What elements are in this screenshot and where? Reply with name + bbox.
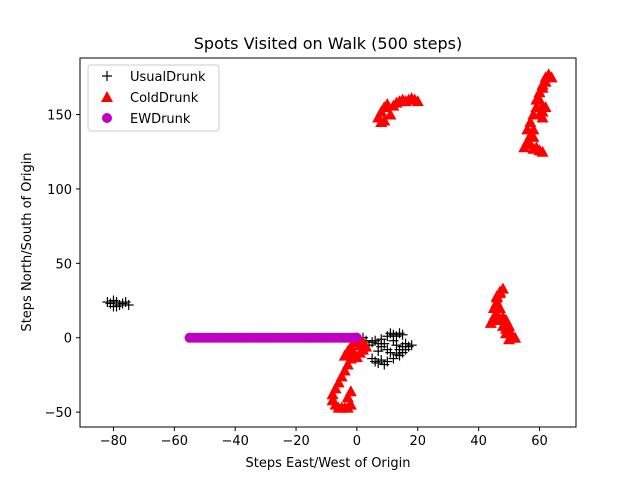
data-point <box>536 145 549 157</box>
data-point <box>341 391 354 403</box>
y-tick-label: 0 <box>64 332 72 347</box>
data-point <box>518 141 531 153</box>
x-tick-label: 60 <box>531 434 548 449</box>
y-tick-label: −50 <box>45 406 72 421</box>
x-tick-label: −60 <box>161 434 188 449</box>
x-tick-label: 20 <box>409 434 426 449</box>
x-tick-label: −40 <box>221 434 248 449</box>
legend-marker <box>101 91 113 102</box>
data-point <box>490 307 503 319</box>
y-axis-label: Steps North/South of Origin <box>20 152 35 331</box>
data-point <box>111 297 122 308</box>
data-point <box>527 123 540 135</box>
data-point <box>503 319 516 331</box>
plot-frame <box>79 57 577 428</box>
data-point <box>397 341 408 352</box>
legend-marker <box>102 113 112 123</box>
data-point <box>123 299 134 310</box>
legend-box <box>87 64 220 132</box>
y-tick-label: 50 <box>55 257 72 272</box>
data-point <box>503 333 516 345</box>
data-point <box>397 329 408 340</box>
y-tick-label: 100 <box>47 183 72 198</box>
data-point <box>493 301 506 313</box>
data-point <box>527 130 540 142</box>
data-point <box>326 388 339 400</box>
data-point <box>490 291 503 303</box>
data-point <box>406 340 417 351</box>
axis-ticks: −80 −60 −40 −20 0 20 40 60 −50 0 50 100 150 <box>45 109 548 449</box>
legend-entry-label: ColdDrunk <box>130 91 199 106</box>
data-point <box>375 115 388 127</box>
data-point <box>360 340 373 352</box>
x-tick-label: −80 <box>100 434 127 449</box>
data-point <box>536 99 549 111</box>
y-tick-label: 150 <box>47 109 72 124</box>
data-point <box>367 353 378 364</box>
data-point <box>344 398 357 410</box>
data-point <box>344 385 357 397</box>
data-point <box>530 141 543 153</box>
series-colddrunk <box>326 68 558 413</box>
x-tick-label: −20 <box>282 434 309 449</box>
series-ewdrunk <box>184 332 362 343</box>
data-point <box>376 334 387 345</box>
x-axis-label: Steps East/West of Origin <box>246 456 411 471</box>
data-point <box>338 349 351 361</box>
x-tick-label: 0 <box>353 434 361 449</box>
data-point <box>382 344 393 355</box>
legend: UsualDrunk ColdDrunk EWDrunk <box>87 64 220 132</box>
chart-title: Spots Visited on Walk (500 steps) <box>194 34 462 53</box>
x-tick-label: 40 <box>470 434 487 449</box>
data-point <box>391 349 402 360</box>
legend-marker <box>102 71 112 81</box>
data-point <box>536 111 549 123</box>
data-point <box>351 332 362 343</box>
data-point <box>373 346 384 357</box>
data-point <box>536 81 549 93</box>
legend-entry-label: EWDrunk <box>130 112 191 127</box>
data-points <box>102 68 558 413</box>
data-point <box>384 108 397 120</box>
data-point <box>500 327 513 339</box>
legend-entry-label: UsualDrunk <box>130 70 206 85</box>
data-point <box>545 71 558 83</box>
data-point <box>411 95 424 107</box>
data-point <box>496 310 509 322</box>
